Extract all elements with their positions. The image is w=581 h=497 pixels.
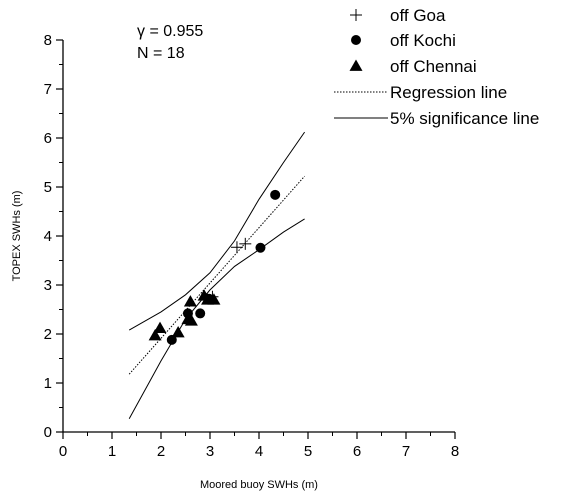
x-tick-label: 4	[255, 443, 263, 460]
x-tick-label: 7	[402, 443, 410, 460]
y-tick-label: 5	[44, 179, 52, 196]
legend-plus-symbol	[350, 9, 362, 21]
circle-data-point	[255, 242, 266, 253]
y-tick-label: 3	[44, 277, 52, 294]
significance-line	[128, 218, 305, 420]
significance-line	[128, 131, 306, 331]
n-annotation: N = 18	[137, 45, 185, 62]
x-tick-label: 8	[451, 443, 459, 460]
legend: off Goa off Kochi off Chennai Regression li…	[334, 6, 539, 128]
gamma-annotation: γ = 0.955	[137, 23, 203, 40]
legend-label: off Chennai	[390, 57, 477, 76]
plus-data-point	[239, 237, 252, 250]
y-tick-label: 7	[44, 81, 52, 98]
triangle-data-point	[153, 321, 167, 333]
x-tick-label: 6	[353, 443, 361, 460]
y-tick-label: 0	[44, 424, 52, 441]
regression-line	[128, 175, 305, 375]
legend-label: Regression line	[390, 83, 507, 102]
x-tick-label: 0	[59, 443, 67, 460]
plus-data-point	[230, 241, 243, 254]
triangle-data-point	[207, 293, 221, 305]
x-axis-title: Moored buoy SWHs (m)	[200, 479, 318, 491]
circle-data-point	[270, 189, 281, 200]
x-tick-label: 1	[108, 443, 116, 460]
triangle-data-point	[183, 295, 197, 307]
y-tick-label: 8	[44, 32, 52, 49]
data-points	[148, 189, 281, 345]
x-tick-label: 5	[304, 443, 312, 460]
x-tick-label: 2	[157, 443, 165, 460]
axes: 00 1 1 2 2 3 3 4 4 5 5 6 6 7 7 8 8	[44, 32, 460, 460]
legend-label: 5% significance line	[390, 109, 539, 128]
fit-lines	[128, 131, 306, 420]
y-tick-label: 2	[44, 326, 52, 343]
legend-triangle-symbol	[349, 59, 363, 71]
y-tick-label: 4	[44, 228, 52, 245]
x-tick-label: 3	[206, 443, 214, 460]
legend-label: off Goa	[390, 6, 446, 25]
y-axis-title: TOPEX SWHs (m)	[11, 191, 23, 282]
circle-data-point	[195, 308, 206, 319]
y-tick-label: 1	[44, 375, 52, 392]
triangle-data-point	[171, 326, 185, 338]
legend-circle-symbol	[351, 35, 361, 45]
legend-label: off Kochi	[390, 31, 456, 50]
y-tick-label: 6	[44, 130, 52, 147]
triangle-data-point	[184, 314, 198, 326]
triangle-data-point	[148, 328, 162, 341]
